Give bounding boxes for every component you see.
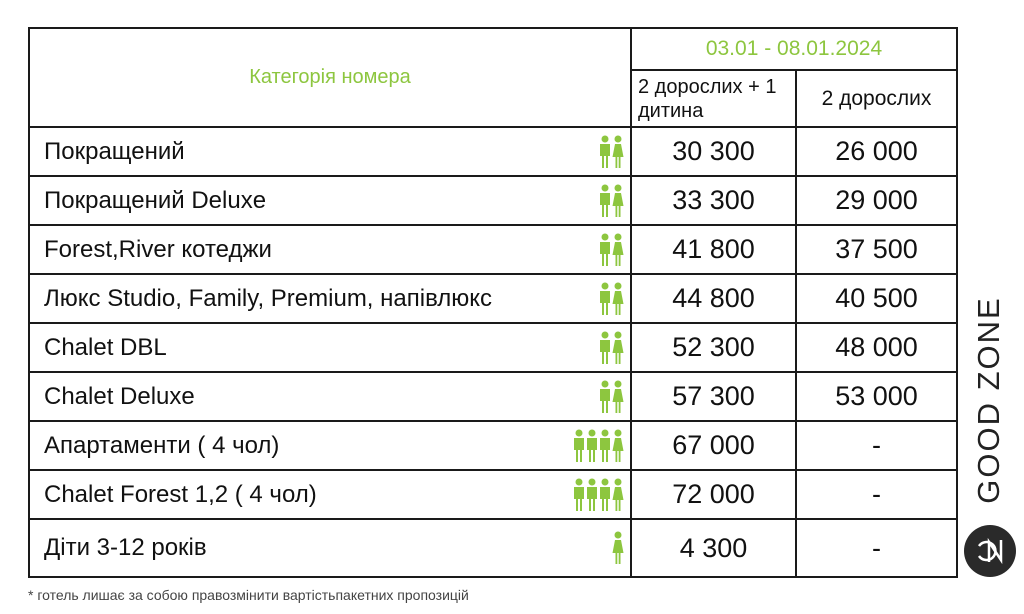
room-row-name: Діти 3-12 років <box>28 518 632 578</box>
two-adults-icon <box>599 380 630 414</box>
room-name: Люкс Studio, Family, Premium, напівлюкс <box>44 284 493 312</box>
price-adults-child: 67 000 <box>630 420 797 471</box>
brand-wordmark: GOOD ZONE <box>971 296 1006 503</box>
four-people-icon <box>573 429 630 463</box>
room-name: Апартаменти ( 4 чол) <box>44 431 280 459</box>
date-range-header: 03.01 - 08.01.2024 <box>630 27 958 71</box>
price-adults-child: 30 300 <box>630 126 797 177</box>
price-table: Категорія номера 03.01 - 08.01.2024 2 до… <box>28 27 958 580</box>
room-name: Chalet Deluxe <box>44 382 195 410</box>
adults-child-header: 2 дорослих + 1 дитина <box>630 69 797 128</box>
room-name: Forest,River котеджи <box>44 235 272 263</box>
price-adults: 40 500 <box>795 273 958 324</box>
brand-name: GOOD ZONE <box>971 296 1006 503</box>
adults-header: 2 дорослих <box>795 69 958 128</box>
room-name: Діти 3-12 років <box>44 534 207 561</box>
footnote: * готель лишає за собою правозмінити вар… <box>28 587 469 603</box>
two-adults-icon <box>599 135 630 169</box>
room-name: Покращений Deluxe <box>44 186 267 214</box>
price-adults-child: 41 800 <box>630 224 797 275</box>
two-adults-icon <box>599 331 630 365</box>
price-adults: 29 000 <box>795 175 958 226</box>
room-category-label: Категорія номера <box>249 66 411 88</box>
price-adults: 26 000 <box>795 126 958 177</box>
price-adults-child: 4 300 <box>630 518 797 578</box>
price-adults-child: 72 000 <box>630 469 797 520</box>
room-row-name: Forest,River котеджи <box>28 224 632 275</box>
price-adults: - <box>795 420 958 471</box>
adults-label: 2 дорослих <box>821 86 932 110</box>
price-adults-child: 57 300 <box>630 371 797 422</box>
two-adults-icon <box>599 233 630 267</box>
price-adults-child: 33 300 <box>630 175 797 226</box>
price-adults-child: 52 300 <box>630 322 797 373</box>
child-icon <box>612 531 630 565</box>
room-row-name: Chalet Forest 1,2 ( 4 чол) <box>28 469 632 520</box>
price-adults: 37 500 <box>795 224 958 275</box>
room-row-name: Chalet Deluxe <box>28 371 632 422</box>
price-adults: - <box>795 518 958 578</box>
room-row-name: Покращений Deluxe <box>28 175 632 226</box>
adults-child-label: 2 дорослих + 1 дитина <box>638 76 777 122</box>
brand-logo-icon <box>964 525 1016 577</box>
price-adults: 53 000 <box>795 371 958 422</box>
room-category-header: Категорія номера <box>28 27 632 128</box>
price-adults-child: 44 800 <box>630 273 797 324</box>
room-row-name: Апартаменти ( 4 чол) <box>28 420 632 471</box>
two-adults-icon <box>599 184 630 218</box>
price-adults: 48 000 <box>795 322 958 373</box>
room-row-name: Покращений <box>28 126 632 177</box>
price-adults: - <box>795 469 958 520</box>
room-name: Chalet Forest 1,2 ( 4 чол) <box>44 480 317 508</box>
room-row-name: Люкс Studio, Family, Premium, напівлюкс <box>28 273 632 324</box>
date-range-label: 03.01 - 08.01.2024 <box>705 37 883 60</box>
room-row-name: Chalet DBL <box>28 322 632 373</box>
room-name: Chalet DBL <box>44 333 167 361</box>
room-name: Покращений <box>44 137 185 165</box>
two-adults-icon <box>599 282 630 316</box>
four-people-icon <box>573 478 630 512</box>
